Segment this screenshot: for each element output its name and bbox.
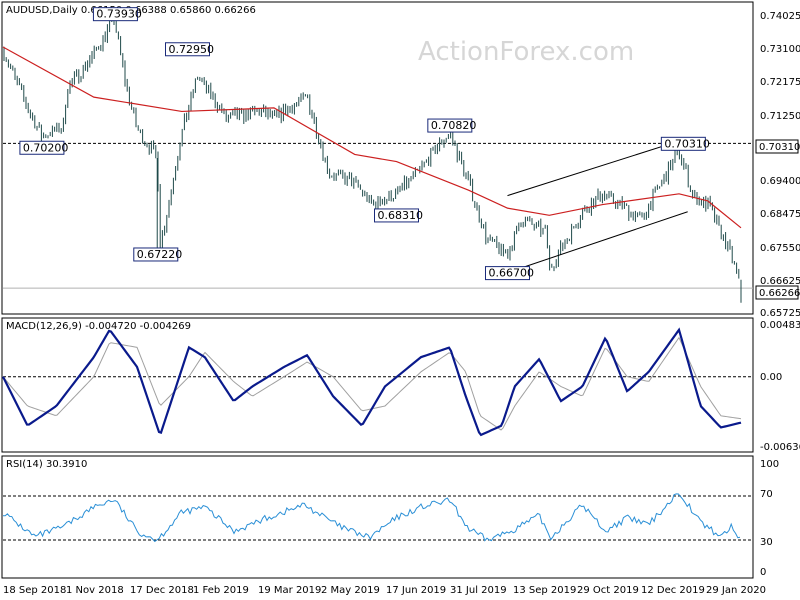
macd-y-tick: -0.006362 bbox=[760, 442, 800, 453]
macd-panel bbox=[1, 317, 754, 453]
price-y-tick: 0.68475 bbox=[760, 209, 800, 220]
macd-main-line bbox=[2, 327, 742, 437]
rsi-plot bbox=[2, 493, 753, 543]
price-y-tick: 0.73100 bbox=[760, 44, 800, 55]
price-label-box bbox=[484, 266, 530, 281]
price-label: 0.73930 bbox=[96, 8, 142, 21]
price-y-tick: 0.74025 bbox=[760, 11, 800, 22]
price-labels: 0.73930 0.72950 0.70200 0.67220 0.70820 0.683… bbox=[19, 7, 710, 281]
rsi-y-tick: 0 bbox=[760, 567, 766, 578]
rsi-y-tick: 70 bbox=[760, 489, 773, 500]
price-label-box bbox=[660, 136, 706, 151]
x-tick: 13 Sep 2019 bbox=[513, 585, 576, 596]
price-label: 0.70200 bbox=[23, 141, 69, 154]
x-tick: 17 Jun 2019 bbox=[386, 585, 446, 596]
current-price-tag: 0.66266 bbox=[759, 288, 800, 299]
current-price-box bbox=[755, 285, 799, 300]
price-label-box bbox=[92, 7, 138, 22]
price-y-tick: 0.65725 bbox=[760, 308, 800, 319]
price-label: 0.66700 bbox=[488, 267, 534, 280]
rsi-y-axis: 100 70 30 0 bbox=[760, 459, 779, 578]
x-tick: 2 May 2019 bbox=[321, 585, 380, 596]
price-plot bbox=[2, 14, 753, 303]
price-label-box bbox=[165, 42, 210, 57]
level-price-tag: 0.70310 bbox=[759, 142, 800, 153]
macd-y-tick: 0.004834 bbox=[760, 320, 800, 331]
macd-plot bbox=[2, 327, 753, 437]
rsi-header: RSI(14) 30.3910 bbox=[6, 459, 87, 470]
channel-upper-line bbox=[507, 137, 688, 197]
x-tick: 1 Nov 2018 bbox=[66, 585, 124, 596]
price-panel bbox=[1, 1, 754, 315]
price-label-box bbox=[133, 247, 179, 262]
price-y-tick: 0.69400 bbox=[760, 176, 800, 187]
level-price-box bbox=[755, 139, 799, 154]
price-y-axis: 0.74025 0.73100 0.72175 0.71250 0.69400 … bbox=[760, 11, 800, 319]
price-label-box bbox=[19, 140, 65, 155]
price-label-box bbox=[427, 118, 473, 133]
price-label: 0.70310 bbox=[664, 137, 710, 150]
x-tick: 29 Oct 2019 bbox=[577, 585, 639, 596]
price-label: 0.67220 bbox=[137, 248, 183, 261]
x-tick: 29 Jan 2020 bbox=[706, 585, 766, 596]
x-tick: 18 Sep 2018 bbox=[3, 585, 66, 596]
rsi-y-tick: 100 bbox=[760, 459, 779, 470]
rsi-panel bbox=[1, 455, 754, 579]
x-tick: 17 Dec 2018 bbox=[130, 585, 194, 596]
macd-header: MACD(12,26,9) -0.004720 -0.004269 bbox=[6, 321, 191, 332]
x-axis: 18 Sep 2018 1 Nov 2018 17 Dec 2018 1 Feb… bbox=[3, 585, 766, 596]
rsi-y-tick: 30 bbox=[760, 537, 773, 548]
price-y-tick: 0.71250 bbox=[760, 111, 800, 122]
watermark: ActionForex.com bbox=[418, 37, 634, 67]
x-tick: 1 Feb 2019 bbox=[193, 585, 249, 596]
price-y-tick: 0.67550 bbox=[760, 243, 800, 254]
x-tick: 31 Jul 2019 bbox=[450, 585, 507, 596]
x-tick: 19 Mar 2019 bbox=[258, 585, 321, 596]
price-y-tick: 0.72175 bbox=[760, 77, 800, 88]
x-tick: 12 Dec 2019 bbox=[641, 585, 705, 596]
rsi-line bbox=[2, 493, 741, 543]
channel-lower-line bbox=[507, 211, 688, 274]
macd-y-axis: 0.004834 0.00 -0.006362 bbox=[760, 320, 800, 453]
price-label: 0.68310 bbox=[378, 209, 424, 222]
price-label: 0.70820 bbox=[431, 119, 477, 132]
price-label: 0.72950 bbox=[169, 43, 215, 56]
moving-average-line bbox=[2, 46, 742, 229]
price-label-box bbox=[374, 208, 420, 223]
macd-y-tick: 0.00 bbox=[760, 372, 782, 383]
price-y-tick: 0.66625 bbox=[760, 276, 800, 287]
